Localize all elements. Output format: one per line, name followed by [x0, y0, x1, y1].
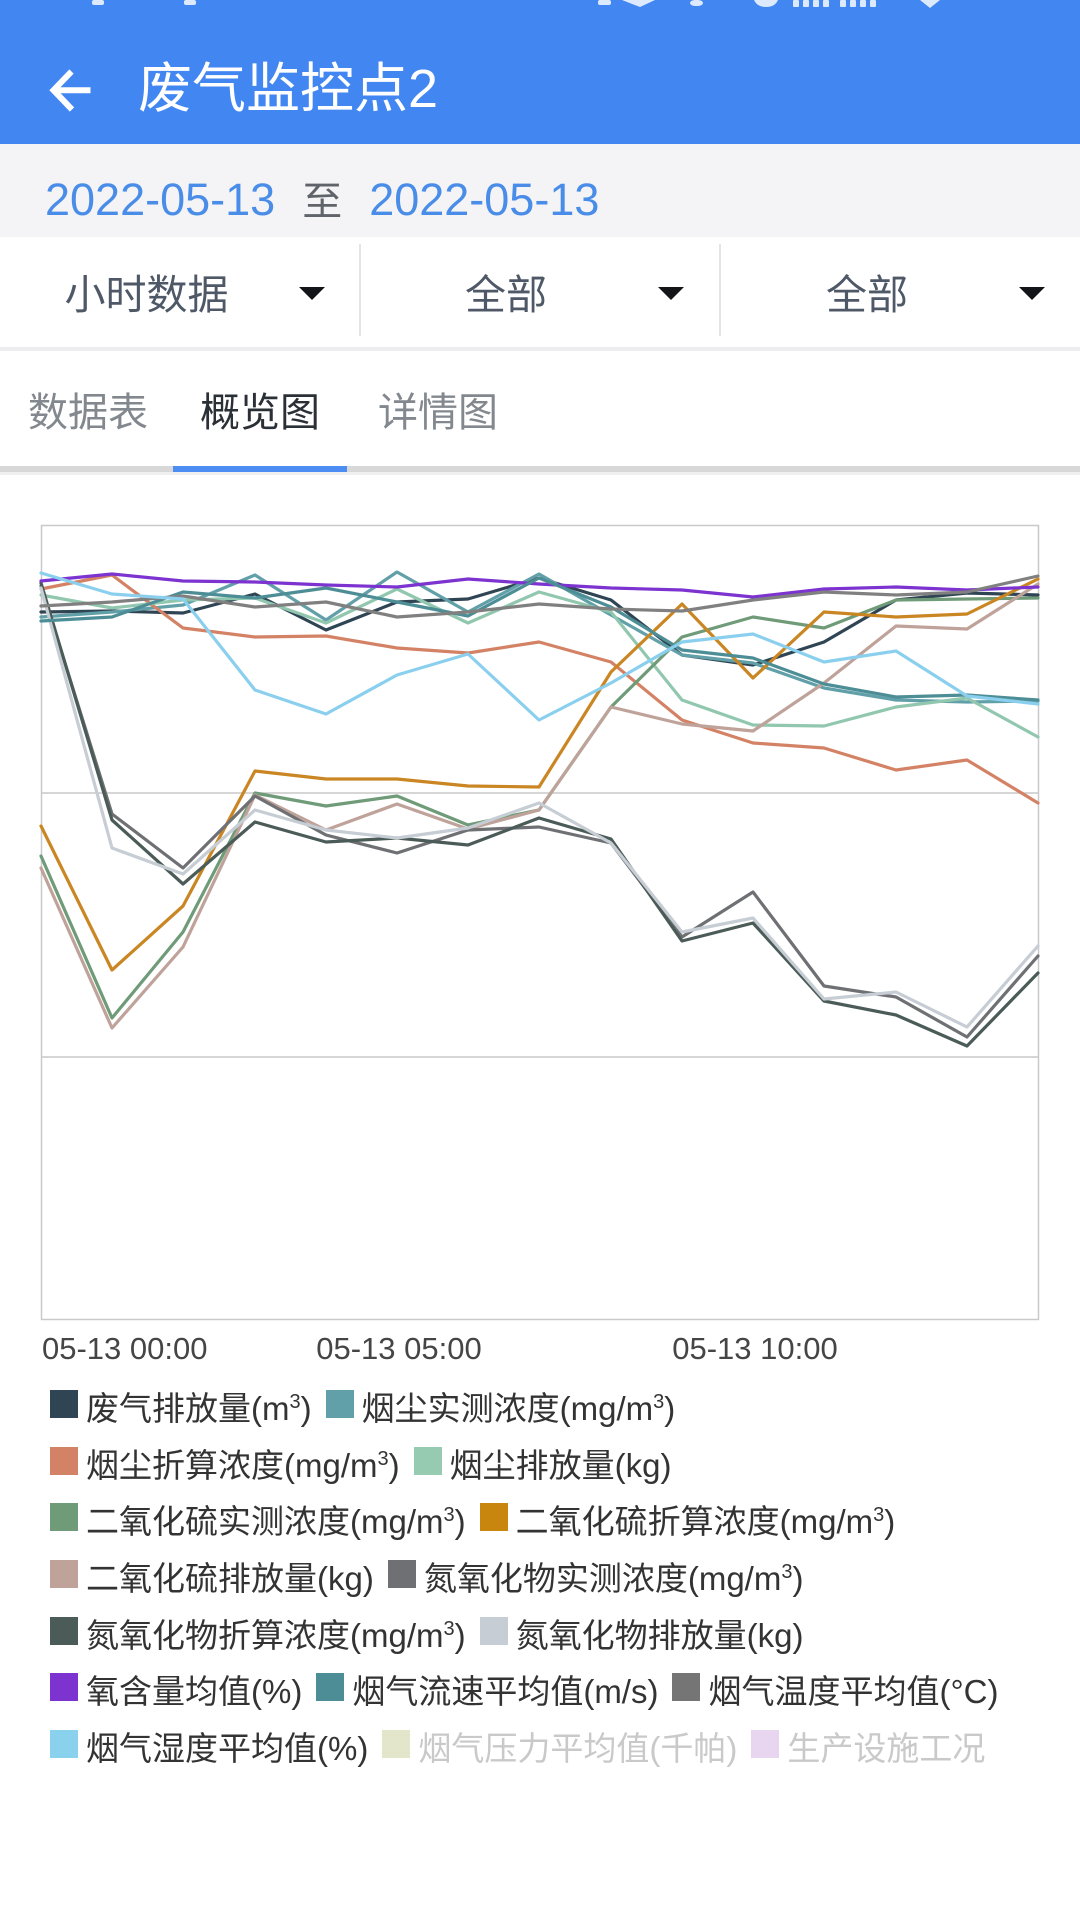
- svg-text:05-13 00:00: 05-13 00:00: [42, 1331, 207, 1366]
- svg-text:05-13 10:00: 05-13 10:00: [672, 1331, 837, 1366]
- svg-text:05-13 05:00: 05-13 05:00: [316, 1331, 481, 1366]
